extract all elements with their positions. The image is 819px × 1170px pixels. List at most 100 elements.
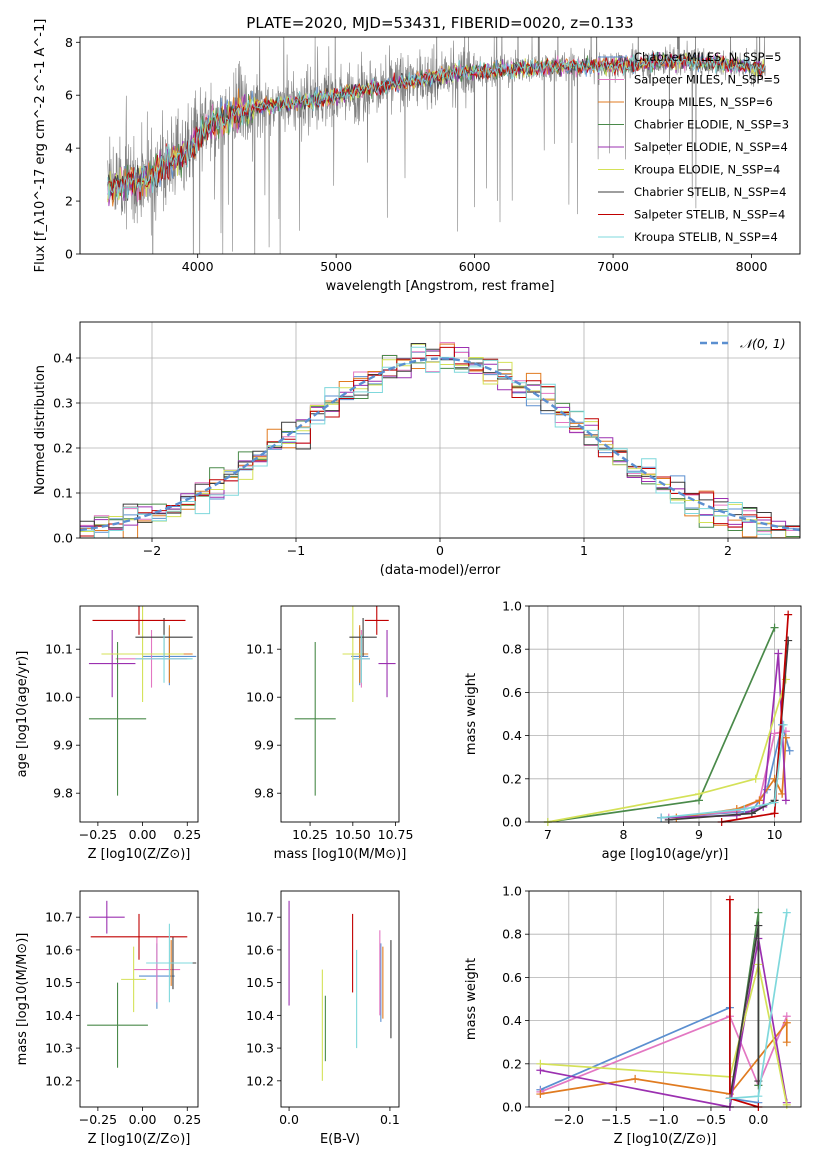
errorbar-point bbox=[101, 606, 184, 702]
residuals-legend: 𝒩(0, 1) bbox=[700, 336, 786, 351]
y-tick-label: 10.6 bbox=[45, 942, 73, 957]
x-tick-label: −1.0 bbox=[648, 1112, 678, 1127]
x-tick-label: −1.5 bbox=[601, 1112, 631, 1127]
weight-marker bbox=[781, 796, 790, 805]
weight-marker bbox=[782, 1100, 791, 1109]
weight-marker bbox=[631, 1074, 640, 1083]
weight-marker bbox=[754, 1092, 763, 1101]
y-tick-label: 6 bbox=[65, 88, 73, 103]
x-tick-label: 0.1 bbox=[380, 1112, 400, 1127]
weight-series-line bbox=[547, 679, 787, 823]
x-tick-label: −2.0 bbox=[554, 1112, 584, 1127]
x-axis-label: E(B-V) bbox=[320, 1132, 360, 1147]
histogram-step-line bbox=[80, 346, 800, 538]
weight-marker bbox=[754, 908, 763, 917]
weight-marker bbox=[657, 813, 666, 822]
y-tick-label: 1.0 bbox=[502, 599, 522, 614]
y-axis-label: age [log10(age/yr)] bbox=[15, 651, 30, 778]
x-tick-label: 2 bbox=[724, 543, 732, 558]
x-axis-label: age [log10(age/yr)] bbox=[602, 847, 729, 862]
normal-reference-curve bbox=[80, 357, 800, 532]
errorbar-point bbox=[133, 936, 181, 1003]
y-tick-label: 0.4 bbox=[502, 1013, 522, 1028]
axes-frame bbox=[280, 890, 400, 1108]
y-tick-label: 10.1 bbox=[246, 642, 274, 657]
weight-marker bbox=[770, 798, 779, 807]
x-tick-label: 4000 bbox=[182, 259, 214, 274]
spectrum-clip-group bbox=[107, 37, 766, 254]
errorbar-point bbox=[352, 634, 370, 683]
x-tick-label: −0.5 bbox=[696, 1112, 726, 1127]
x-axis-label: mass [log10(M/M⊙)] bbox=[274, 847, 407, 862]
x-tick-label: −2 bbox=[143, 543, 161, 558]
x-tick-label: 0.00 bbox=[129, 1112, 157, 1127]
x-tick-label: 5000 bbox=[320, 259, 352, 274]
y-tick-label: 0.4 bbox=[502, 728, 522, 743]
y-tick-label: 1.0 bbox=[502, 884, 522, 899]
legend-label: Kroupa MILES, N_SSP=6 bbox=[634, 95, 773, 109]
legend-label: Salpeter MILES, N_SSP=5 bbox=[634, 73, 780, 87]
y-tick-label: 10.5 bbox=[45, 975, 73, 990]
y-tick-label: 0.0 bbox=[502, 815, 522, 830]
weight-marker bbox=[782, 1018, 791, 1027]
y-tick-label: 4 bbox=[65, 141, 73, 156]
y-tick-label: 9.8 bbox=[254, 786, 274, 801]
x-tick-label: 0.25 bbox=[173, 827, 201, 842]
y-tick-label: 10.7 bbox=[45, 910, 73, 925]
x-tick-label: 10.75 bbox=[378, 827, 414, 842]
weight-series-line bbox=[540, 1015, 788, 1093]
x-tick-label: 10.50 bbox=[335, 827, 371, 842]
y-tick-label: 10.6 bbox=[246, 942, 274, 957]
weight-series-line bbox=[721, 614, 790, 823]
weight_vs_age-panel: 7 8 9 10 0.0 0.2 0.4 0.6 0.8 1.0 age [log10(age/yr… bbox=[464, 599, 802, 862]
x-tick-label: 8 bbox=[619, 827, 627, 842]
y-tick-label: 10.4 bbox=[246, 1008, 274, 1023]
y-tick-label: 0 bbox=[65, 247, 73, 262]
axes-frame bbox=[528, 605, 802, 823]
y-tick-label: 0.2 bbox=[53, 441, 73, 456]
y-axis-label: Normed distribution bbox=[33, 365, 48, 495]
y-tick-label: 0.4 bbox=[53, 351, 73, 366]
legend-label: Chabrier MILES, N_SSP=5 bbox=[634, 50, 781, 64]
x-tick-label: 10 bbox=[767, 827, 783, 842]
mass_vs_ebv-panel: 0.0 0.1 10.2 10.3 10.4 10.5 10.6 10.7 E(B-V) bbox=[246, 890, 400, 1147]
y-tick-label: 0.8 bbox=[502, 642, 522, 657]
y-tick-label: 0.6 bbox=[502, 685, 522, 700]
spectrum-legend: Chabrier MILES, N_SSP=5 Salpeter MILES, N… bbox=[598, 50, 789, 244]
weight-series-line bbox=[540, 964, 788, 1105]
axes-frame bbox=[79, 36, 801, 255]
legend-label: 𝒩(0, 1) bbox=[740, 336, 786, 351]
legend-label: Kroupa STELIB, N_SSP=4 bbox=[634, 230, 778, 244]
errorbar-point bbox=[88, 630, 136, 698]
x-tick-label: 8000 bbox=[736, 259, 768, 274]
errorbar-point bbox=[349, 618, 377, 657]
y-tick-label: 10.3 bbox=[246, 1041, 274, 1056]
x-tick-label: 9 bbox=[695, 827, 703, 842]
errorbar-point bbox=[378, 630, 396, 698]
x-axis-label: (data-model)/error bbox=[380, 563, 501, 578]
weight-marker bbox=[770, 809, 779, 818]
y-tick-label: 0.0 bbox=[502, 1100, 522, 1115]
weight-marker bbox=[754, 921, 763, 930]
weight-marker bbox=[774, 649, 783, 658]
legend-label: Kroupa ELODIE, N_SSP=4 bbox=[634, 163, 780, 177]
axes-frame bbox=[79, 890, 199, 1108]
plots-layer: 4000 5000 6000 7000 8000 0 2 4 6 8 wavelength [Ang… bbox=[15, 19, 802, 1147]
weight-series-line bbox=[729, 925, 760, 1099]
y-axis-label: Flux [f_λ10^-17 erg cm^-2 s^-1 A^-1] bbox=[33, 19, 48, 273]
x-axis-label: wavelength [Angstrom, rest frame] bbox=[326, 279, 555, 294]
errorbar-point bbox=[121, 946, 147, 1013]
weight-series-line bbox=[661, 724, 785, 819]
errorbar-point bbox=[135, 634, 193, 683]
weight-marker bbox=[779, 720, 788, 729]
age_vs_mass-panel: 10.25 10.50 10.75 9.8 9.9 10.0 10.1 mass [log10… bbox=[246, 605, 414, 862]
axes-frame bbox=[528, 890, 802, 1108]
y-axis-label: mass [log10(M/M⊙)] bbox=[15, 933, 30, 1066]
weight-marker bbox=[725, 895, 734, 904]
y-tick-label: 0.0 bbox=[53, 531, 73, 546]
x-tick-label: 0.0 bbox=[748, 1112, 768, 1127]
weight-marker bbox=[770, 623, 779, 632]
axes-frame bbox=[79, 321, 801, 539]
y-tick-label: 0.1 bbox=[53, 486, 73, 501]
